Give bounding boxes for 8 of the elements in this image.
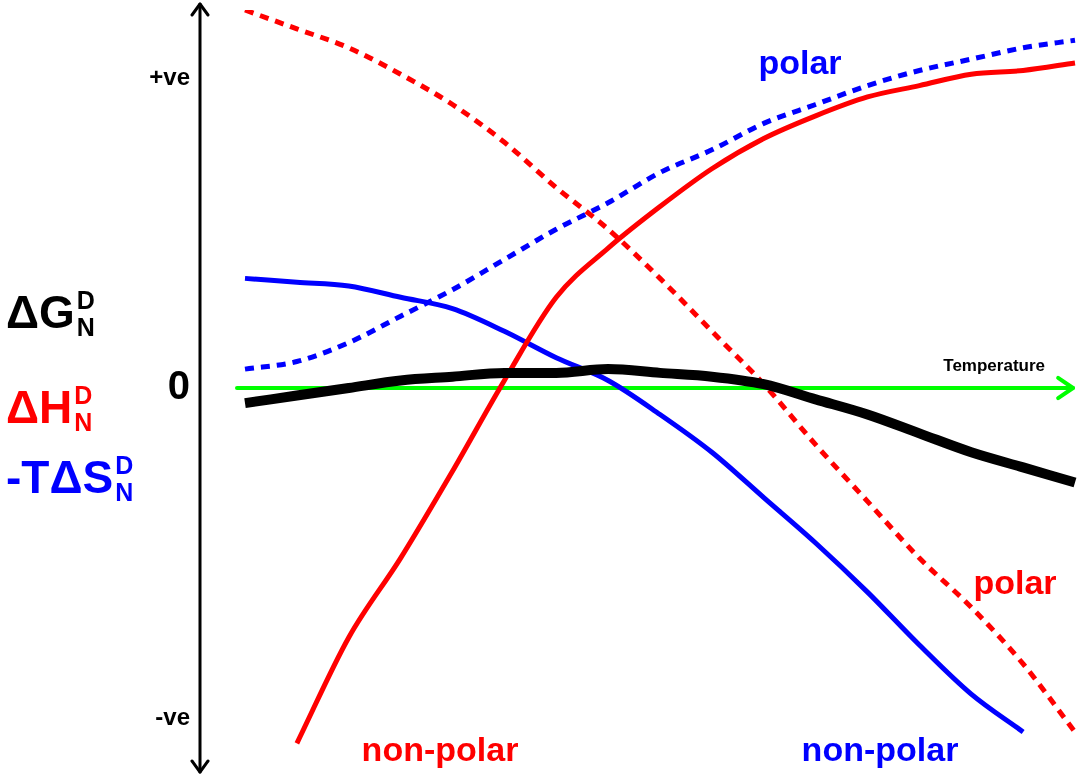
text: -ve: [155, 702, 190, 730]
series-label: non-polar: [801, 730, 959, 769]
series-label: polar: [758, 43, 842, 82]
x-axis-title: Temperature: [943, 355, 1045, 375]
text: +ve: [149, 62, 191, 90]
series-label: non-polar: [361, 730, 519, 769]
text: 0: [167, 363, 190, 408]
series-label: polar: [973, 563, 1057, 602]
